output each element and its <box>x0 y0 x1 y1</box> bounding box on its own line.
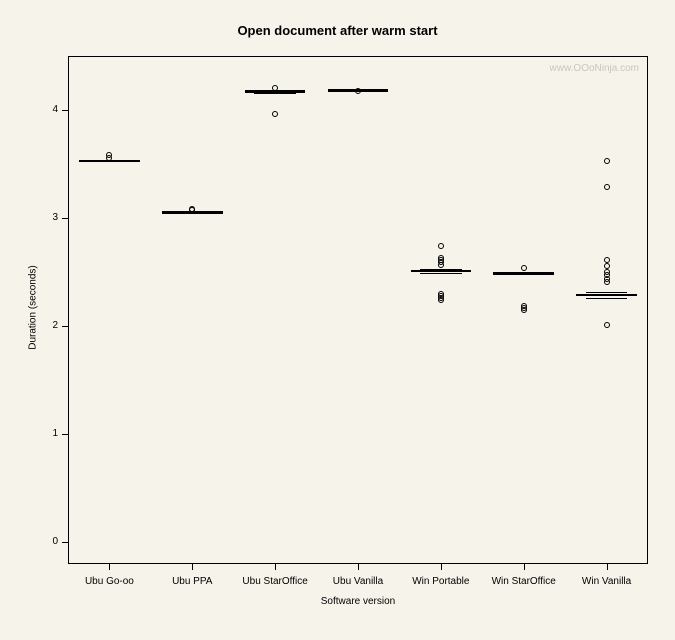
outlier-marker <box>604 184 610 190</box>
box-median <box>576 294 636 297</box>
y-axis-label: Duration (seconds) <box>28 233 39 383</box>
x-tick-label: Win Vanilla <box>565 576 648 587</box>
box-q1 <box>586 298 627 299</box>
y-tick-label: 2 <box>34 320 58 331</box>
y-tick-label: 3 <box>34 212 58 223</box>
watermark: www.OOoNinja.com <box>550 63 639 74</box>
chart-title: Open document after warm start <box>0 23 675 38</box>
x-tick-label: Ubu Go-oo <box>68 576 151 587</box>
y-tick <box>62 326 68 327</box>
x-tick-label: Win StarOffice <box>482 576 565 587</box>
y-tick <box>62 218 68 219</box>
x-tick <box>524 564 525 570</box>
y-tick <box>62 542 68 543</box>
y-tick <box>62 110 68 111</box>
outlier-marker <box>604 322 610 328</box>
y-tick-label: 0 <box>34 536 58 547</box>
box-median <box>411 270 471 273</box>
box-median <box>493 272 553 275</box>
x-tick-label: Ubu StarOffice <box>234 576 317 587</box>
x-tick <box>192 564 193 570</box>
outlier-marker <box>604 279 610 285</box>
outlier-marker <box>604 158 610 164</box>
y-tick <box>62 434 68 435</box>
chart-container: Open document after warm start www.OOoNi… <box>0 0 675 640</box>
outlier-marker <box>355 88 361 94</box>
x-tick-label: Ubu Vanilla <box>317 576 400 587</box>
box-q3 <box>586 292 627 293</box>
x-tick-label: Ubu PPA <box>151 576 234 587</box>
x-tick <box>441 564 442 570</box>
x-tick <box>607 564 608 570</box>
box-q1 <box>420 273 461 274</box>
plot-area: www.OOoNinja.com <box>68 56 648 564</box>
outlier-marker <box>521 265 527 271</box>
x-tick <box>109 564 110 570</box>
x-axis-label: Software version <box>68 596 648 607</box>
y-tick-label: 4 <box>34 104 58 115</box>
outlier-marker <box>521 307 527 313</box>
y-tick-label: 1 <box>34 428 58 439</box>
x-tick <box>358 564 359 570</box>
outlier-marker <box>604 263 610 269</box>
x-tick-label: Win Portable <box>399 576 482 587</box>
x-tick <box>275 564 276 570</box>
outlier-marker <box>438 262 444 268</box>
